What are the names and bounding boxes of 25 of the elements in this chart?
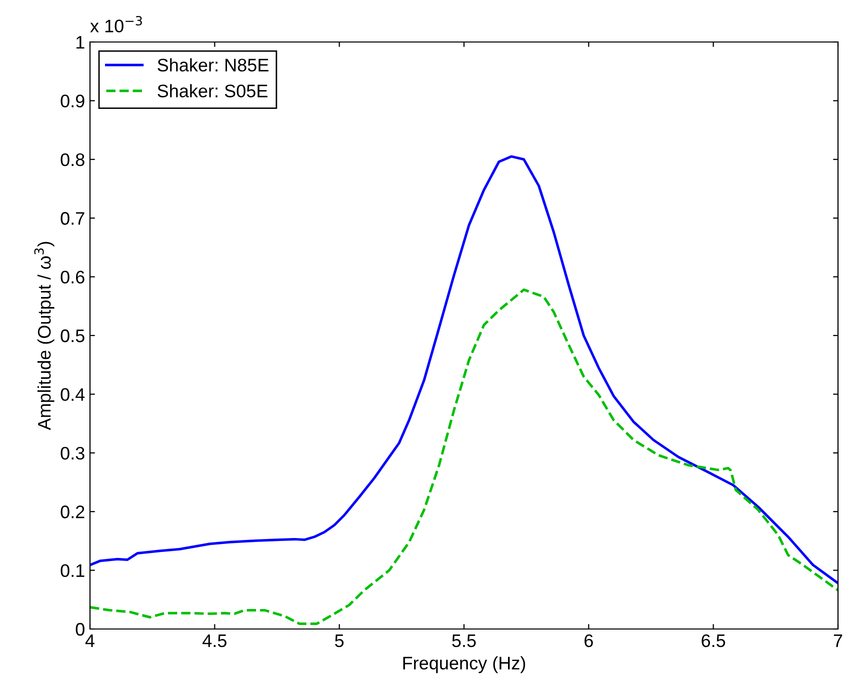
y-axis-title: Amplitude (Output / ω$^{3}$) (34, 242, 54, 430)
y-tick-label: 1 (76, 36, 84, 49)
legend-label: Shaker: N85E (158, 58, 268, 72)
y-tick-label: 0.9 (60, 94, 84, 108)
line-series (90, 155, 838, 584)
x-tick-label: 6.5 (702, 634, 726, 648)
y-tick-label: 0.5 (60, 329, 84, 342)
x-tick-label: 5 (335, 634, 344, 648)
y-tick-label: 0.2 (60, 506, 84, 518)
x-axis-title: Frequency (Hz) (403, 656, 526, 674)
legend-label: Shaker: S05E (158, 84, 268, 98)
y-tick-label: 0.4 (60, 388, 85, 401)
y-tick-label: 0.8 (60, 153, 84, 166)
y-tick-label: 0.1 (60, 564, 84, 578)
x-tick-label: 6 (584, 634, 593, 648)
y-tick-label: 0.7 (60, 212, 84, 225)
y-tick-label: 0.6 (60, 270, 84, 284)
x-tick-label: 7 (834, 634, 842, 647)
x-tick-label: 4.5 (202, 634, 226, 648)
text: x 10$^{−3}$ (90, 16, 142, 32)
x-tick-label: 4 (85, 634, 94, 647)
y-tick-label: 0.3 (60, 446, 84, 460)
x-tick-label: 5.5 (452, 634, 476, 648)
y-tick-label: 0 (76, 622, 84, 636)
line-series (90, 288, 838, 625)
